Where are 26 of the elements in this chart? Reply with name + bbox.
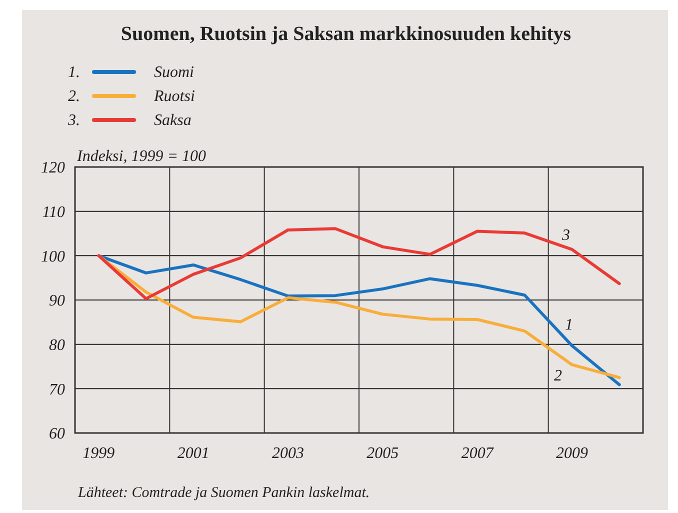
y-tick-label: 60 <box>49 426 65 443</box>
x-tick-label: 2005 <box>366 445 399 462</box>
line-series <box>97 227 621 300</box>
y-tick-label: 70 <box>49 381 65 398</box>
y-tick-label: 100 <box>41 248 65 266</box>
annotation: 2 <box>554 367 562 384</box>
text: 3. <box>67 112 80 129</box>
y-tick-label: 110 <box>42 204 65 221</box>
text: 1. <box>68 64 80 81</box>
legend-label: Saksa <box>154 112 192 129</box>
chart-title: Suomen, Ruotsin ja Saksan markkinosuuden kehitys <box>120 23 572 45</box>
y-axis-title: Indeksi, 1999 = 100 <box>76 148 206 165</box>
x-tick-label: 2007 <box>461 445 494 462</box>
legend-label: Suomi <box>154 64 194 81</box>
y-tick-label: 80 <box>49 336 65 354</box>
annotation: 1 <box>565 316 573 334</box>
y-tick-label: 90 <box>49 292 65 310</box>
y-tick-label: 120 <box>41 160 65 177</box>
x-tick-label: 2001 <box>177 445 210 462</box>
text: 2. <box>68 88 80 105</box>
text: Lähteet: Comtrade ja Suomen Pankin laskelmat. <box>77 485 370 501</box>
legend-label: Ruotsi <box>153 88 195 105</box>
x-tick-label: 2009 <box>556 445 588 462</box>
x-tick-label: 2003 <box>272 445 304 462</box>
annotation: 3 <box>561 227 570 244</box>
x-tick-label: 1999 <box>82 445 115 462</box>
